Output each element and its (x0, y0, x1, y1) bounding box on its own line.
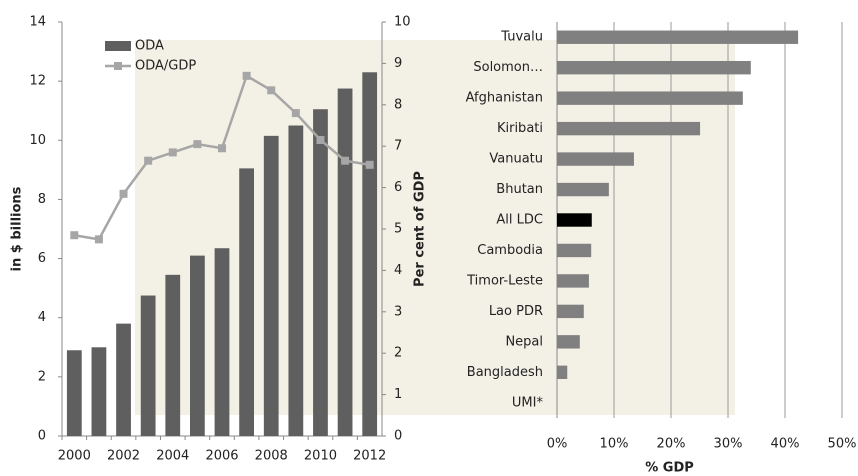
y-tick-label: 14 (29, 15, 46, 30)
x-tick-label: 20% (657, 437, 686, 452)
y-tick-label: Tuvalu (500, 30, 543, 45)
y-tick-label: Bhutan (496, 182, 543, 197)
bar (165, 274, 181, 436)
bar (557, 304, 584, 319)
line-marker (365, 160, 374, 169)
bar (91, 347, 107, 436)
bar (557, 121, 701, 136)
y2-tick-label: 8 (394, 97, 402, 112)
bar (557, 91, 743, 105)
bar (66, 350, 82, 436)
y2-tick-label: 7 (394, 139, 402, 154)
bar (557, 30, 799, 44)
bar (190, 255, 205, 436)
bar (557, 243, 592, 258)
y-tick-label: Timor-Leste (466, 273, 543, 288)
bar (288, 125, 304, 436)
x-tick-label: 2010 (304, 449, 337, 464)
x-tick-label: 2006 (205, 449, 238, 464)
y2-tick-label: 3 (394, 304, 402, 319)
legend-swatch (105, 41, 131, 51)
y-tick-label: Bangladesh (467, 365, 543, 380)
line-marker (193, 140, 202, 149)
y-tick-label: 0 (38, 429, 46, 444)
y-axis-label: in $ billions (10, 186, 25, 271)
y2-tick-label: 4 (394, 263, 402, 278)
bar (263, 135, 279, 436)
y-tick-label: Vanuatu (489, 152, 543, 167)
y-tick-label: All LDC (496, 213, 543, 228)
y2-axis-label: Per cent of GDP (413, 171, 428, 287)
y2-tick-label: 9 (394, 56, 402, 71)
y-tick-label: 10 (29, 133, 46, 148)
bar (214, 248, 230, 436)
bar (557, 335, 580, 349)
line-marker (70, 231, 79, 240)
line-marker (267, 86, 276, 95)
y2-tick-label: 6 (394, 180, 402, 195)
y-tick-label: Kiribati (497, 121, 543, 136)
line-marker (119, 189, 128, 198)
x-tick-label: 10% (600, 437, 629, 452)
bar (239, 168, 254, 436)
y-tick-label: Nepal (505, 334, 543, 349)
line-marker (291, 109, 300, 118)
bar (557, 182, 609, 197)
y2-tick-label: 2 (394, 346, 402, 361)
x-tick-label: 2002 (107, 449, 140, 464)
y-tick-label: 4 (38, 310, 46, 325)
line-marker (94, 235, 103, 244)
bar (557, 213, 592, 227)
bar (362, 72, 378, 437)
legend-label: ODA/GDP (135, 59, 196, 74)
x-tick-label: 2008 (255, 449, 288, 464)
bar (557, 274, 589, 288)
y-tick-label: Cambodia (477, 243, 543, 258)
y-tick-label: Afghanistan (466, 91, 543, 106)
bar (140, 295, 156, 436)
y-tick-label: UMI* (512, 395, 544, 410)
y-tick-label: 6 (38, 251, 46, 266)
y2-tick-label: 0 (394, 429, 402, 444)
y2-tick-label: 5 (394, 222, 402, 237)
line-marker (242, 71, 251, 80)
x-tick-label: 2004 (156, 449, 189, 464)
bar (337, 88, 353, 437)
x-tick-label: 0% (547, 437, 568, 452)
line-marker (341, 156, 350, 165)
y2-tick-label: 1 (394, 387, 402, 402)
bar (313, 109, 328, 436)
y-tick-label: 12 (29, 74, 46, 89)
line-marker (144, 156, 153, 165)
x-tick-label: 2000 (58, 449, 91, 464)
legend-swatch (114, 62, 122, 70)
x-tick-label: 2012 (353, 449, 386, 464)
x-tick-label: 30% (714, 437, 743, 452)
x-tick-label: 40% (771, 437, 800, 452)
bar (557, 152, 634, 166)
y-tick-label: Lao PDR (489, 304, 543, 319)
line-marker (316, 135, 325, 144)
legend-label: ODA (135, 39, 164, 54)
bar (557, 60, 751, 75)
y-tick-label: 8 (38, 192, 46, 207)
x-tick-label: 50% (828, 437, 857, 452)
bar (557, 365, 568, 380)
line-marker (168, 148, 177, 157)
x-axis-label: % GDP (645, 461, 694, 476)
line-marker (218, 144, 226, 153)
bar (116, 323, 131, 436)
y-tick-label: 2 (38, 369, 46, 384)
y-tick-label: Solomon… (473, 60, 543, 75)
y2-tick-label: 10 (394, 15, 411, 30)
